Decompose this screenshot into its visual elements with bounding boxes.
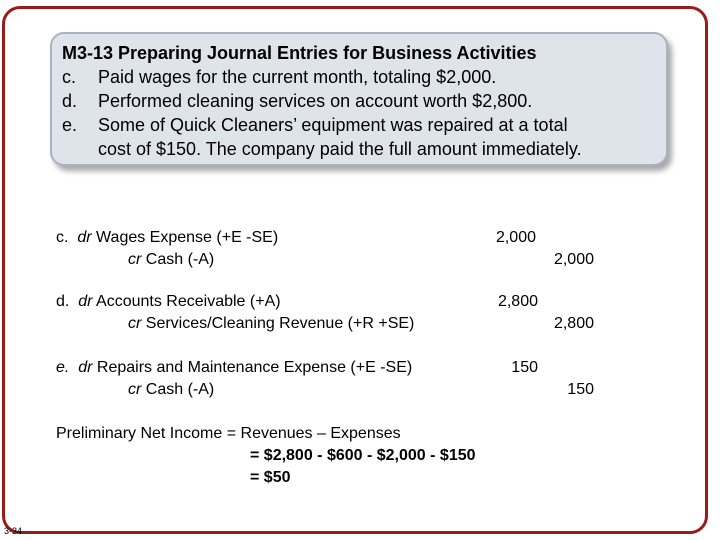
problem-item-e-continuation: cost of $150. The company paid the full …	[98, 139, 582, 159]
problem-item-d: d. Performed cleaning services on account…	[62, 90, 532, 112]
debit-prefix: dr	[78, 293, 93, 310]
entry-e-debit-line: e. dr Repairs and Maintenance Expense (+…	[56, 358, 412, 378]
entry-e-credit-line: cr Cash (-A)	[128, 380, 214, 400]
problem-item-label: d.	[62, 91, 78, 111]
problem-box	[50, 32, 668, 166]
problem-item-text: Performed cleaning services on account w…	[98, 91, 533, 111]
problem-item-e: e. Some of Quick Cleaners’ equipment was …	[62, 114, 568, 136]
slide-frame	[2, 6, 708, 534]
problem-item-label: c.	[62, 67, 77, 87]
entry-c-debit-amount: 2,000	[495, 229, 536, 246]
entry-c-credit-line: cr Cash (-A)	[128, 250, 214, 270]
net-income-result: = $50	[250, 469, 291, 486]
credit-account: Cash (-A)	[145, 251, 215, 268]
problem-item-text: Some of Quick Cleaners’ equipment was re…	[98, 115, 568, 135]
problem-item-c: c. Paid wages for the current month, tota…	[62, 66, 496, 88]
debit-account: Accounts Receivable (+A)	[96, 293, 281, 310]
problem-item-label: e.	[62, 115, 78, 135]
entry-label: e.	[56, 359, 70, 376]
entry-e-debit-amount: 150	[511, 359, 538, 376]
net-income-formula: Preliminary Net Income = Revenues – Expe…	[56, 425, 401, 442]
credit-prefix: cr	[128, 381, 142, 398]
problem-title: M3-13 Preparing Journal Entries for Busi…	[62, 43, 537, 63]
credit-account: Services/Cleaning Revenue (+R +SE)	[145, 315, 415, 332]
debit-account: Wages Expense (+E -SE)	[96, 229, 279, 246]
slide-number: 3-34	[4, 526, 23, 536]
entry-d-credit-line: cr Services/Cleaning Revenue (+R +SE)	[128, 314, 414, 334]
entry-d-debit-amount: 2,800	[497, 293, 538, 310]
debit-prefix: dr	[78, 359, 93, 376]
entry-c-debit-line: c. dr Wages Expense (+E -SE)	[56, 228, 278, 248]
entry-e-credit-amount: 150	[567, 381, 594, 398]
entry-label: d.	[56, 293, 70, 310]
problem-item-text: Paid wages for the current month, totali…	[98, 67, 497, 87]
entry-label: c.	[56, 229, 69, 246]
debit-account: Repairs and Maintenance Expense (+E -SE)	[96, 359, 413, 376]
entry-c-credit-amount: 2,000	[553, 251, 594, 268]
entry-d-credit-amount: 2,800	[553, 315, 594, 332]
debit-prefix: dr	[77, 229, 92, 246]
credit-prefix: cr	[128, 315, 142, 332]
net-income-calculation: = $2,800 - $600 - $2,000 - $150	[250, 447, 476, 464]
entry-d-debit-line: d. dr Accounts Receivable (+A)	[56, 292, 281, 312]
credit-prefix: cr	[128, 251, 142, 268]
credit-account: Cash (-A)	[145, 381, 215, 398]
